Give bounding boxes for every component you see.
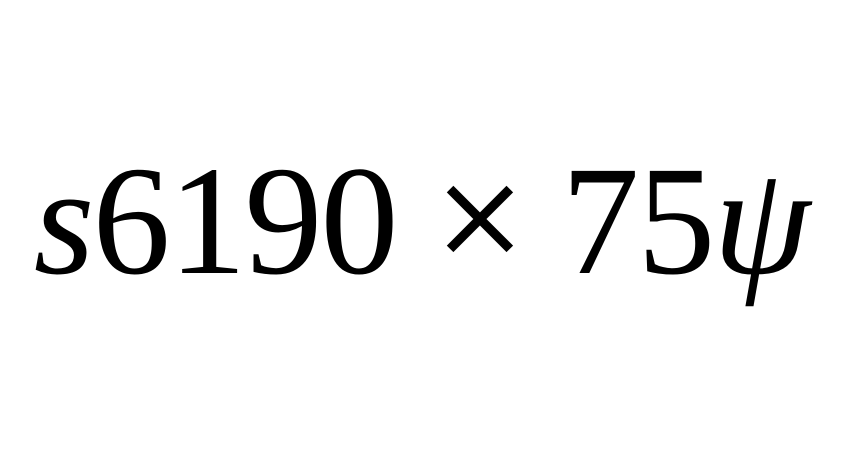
times-operator: × [430, 146, 529, 284]
number-75: 75 [561, 134, 715, 307]
variable-s: s [33, 134, 95, 307]
variable-psi: ψ [713, 134, 810, 307]
math-expression: s 6190 × 75 ψ [0, 126, 842, 316]
number-6190: 6190 [92, 134, 398, 307]
